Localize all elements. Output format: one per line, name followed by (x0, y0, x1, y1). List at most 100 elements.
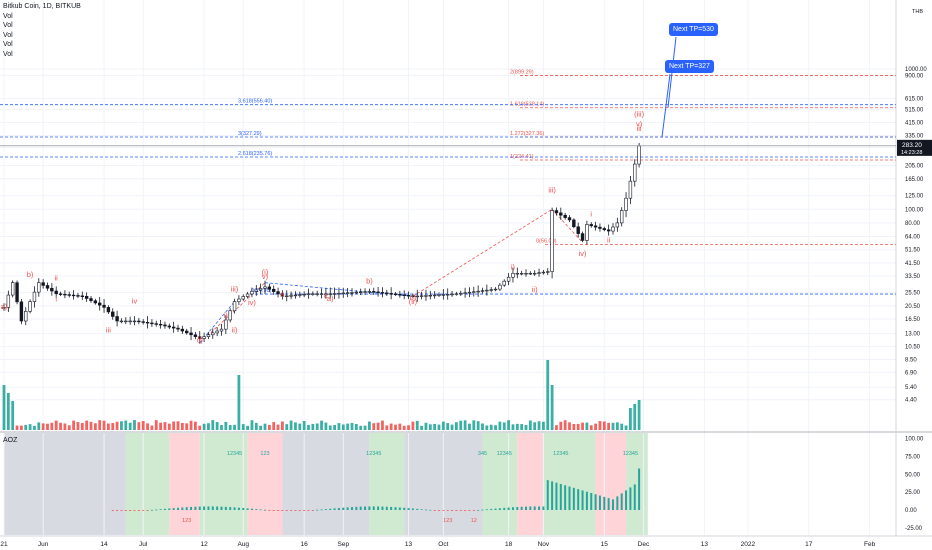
aoz-bar (368, 506, 371, 510)
wave-label: iii) (548, 185, 556, 194)
volume-bar (211, 420, 215, 430)
wave-label: ii) (232, 326, 238, 335)
volume-bar (37, 422, 41, 430)
volume-bar (398, 423, 402, 430)
fib-label-2: 1.272(327.36) (510, 131, 544, 137)
volume-bar (307, 424, 310, 430)
price-tick-label: 25.50 (905, 291, 921, 297)
time-tick-label: 13 (405, 541, 413, 548)
aoz-bar (333, 508, 336, 510)
legend-vol-5[interactable]: Vol (3, 50, 13, 58)
price-axis[interactable]: 1000.00900.00615.00515.00415.00335.00275… (905, 9, 927, 404)
aoz-band-1 (125, 433, 170, 535)
candle-body (363, 291, 367, 293)
wave-label: (i) (262, 268, 269, 277)
candle-body (567, 217, 572, 221)
legend-vol-1[interactable]: Vol (3, 12, 13, 20)
candle-body (98, 302, 102, 306)
candle-body (415, 295, 419, 298)
aoz-bar (590, 492, 593, 510)
candle-body (572, 219, 576, 228)
candle-body (441, 294, 446, 296)
candle-body (189, 332, 193, 336)
volume-bar (185, 423, 189, 430)
volume-bar (289, 420, 293, 430)
time-axis[interactable]: 21 Jun 14 Jul 12 Aug 16 Sep 13 Oct 18 Nov 15 Dec 13 202… (0, 541, 875, 548)
volume-bar (524, 425, 528, 430)
candle-body (467, 291, 472, 294)
time-tick-label: 14 (100, 541, 108, 548)
time-tick-label: Feb (864, 541, 876, 548)
candle-body (63, 293, 67, 296)
candle-body (398, 294, 402, 296)
volume-bar (476, 421, 480, 430)
wave-label: ii (55, 274, 59, 283)
volume-bar (341, 424, 345, 430)
aoz-band-0 (4, 433, 126, 535)
fib-label-8: 0(24.90) (251, 288, 272, 294)
price-tick-label: 13.00 (905, 332, 921, 338)
candle-body (337, 292, 341, 295)
candle-body (419, 295, 424, 297)
aoz-bar (546, 480, 549, 510)
aoz-bar (155, 509, 158, 511)
candle-body (341, 292, 345, 295)
aoz-bar (216, 506, 219, 510)
aoz-bar (163, 508, 166, 510)
aoz-bar (224, 506, 227, 510)
aoz-bar (129, 510, 132, 511)
candle-body (280, 293, 285, 297)
candle-body (111, 311, 115, 317)
price-tick-label: 80.00 (905, 221, 921, 227)
volume-bar (224, 421, 228, 430)
wave-label: c) (197, 336, 204, 345)
aoz-bar (342, 507, 345, 510)
volume-bar (585, 422, 589, 430)
oscillator-axis[interactable]: 100.00 75.00 50.00 25.00 0.00 -25.00 (905, 437, 924, 532)
volume-bar (394, 424, 397, 430)
volume-bar (402, 425, 406, 430)
volume-bar (63, 423, 67, 430)
volume-bar (241, 424, 245, 430)
fib-label-0: 2(899.29) (510, 69, 534, 75)
volume-bar (276, 424, 280, 430)
symbol-title[interactable]: Bitkub Coin, 1D, BITKUB (3, 3, 81, 10)
candle-body (293, 294, 298, 297)
aoz-bar (242, 508, 245, 510)
candle-body (211, 332, 215, 336)
candle-body (228, 310, 232, 321)
volume-bar (46, 423, 49, 430)
aoz-count-label: 12345 (553, 451, 568, 457)
volume-bar (150, 425, 154, 430)
volume-bar (376, 422, 380, 430)
aoz-bar (190, 506, 193, 510)
aoz-bar (568, 486, 571, 510)
volume-bar (389, 423, 393, 430)
wave-label: a (280, 289, 285, 298)
candle-body (324, 293, 328, 295)
wave-label: ii (607, 236, 611, 245)
volume-bar (250, 420, 254, 430)
time-tick-label: 12 (200, 541, 208, 548)
candle-body (550, 210, 554, 272)
legend-vol-2[interactable]: Vol (3, 22, 13, 30)
aoz-bar (324, 509, 327, 510)
wave-label: a) (327, 294, 334, 303)
aoz-count-label: 12 (471, 518, 477, 524)
aoz-bar (229, 507, 232, 510)
legend-vol-3[interactable]: Vol (3, 31, 13, 39)
volume-bar (207, 423, 210, 430)
aoz-pane-label[interactable]: AOZ (3, 437, 18, 444)
legend-vol-4[interactable]: Vol (3, 41, 13, 49)
candle-body (476, 290, 480, 293)
aoz-bar (211, 506, 214, 510)
aoz-bar (124, 510, 127, 511)
candle-body (37, 282, 41, 293)
aoz-bar (572, 487, 575, 510)
candle-body (145, 322, 150, 324)
candle-body (437, 294, 441, 296)
wave-label: c) (410, 293, 417, 302)
volume-bar (594, 423, 597, 430)
aoz-bar (612, 499, 614, 510)
